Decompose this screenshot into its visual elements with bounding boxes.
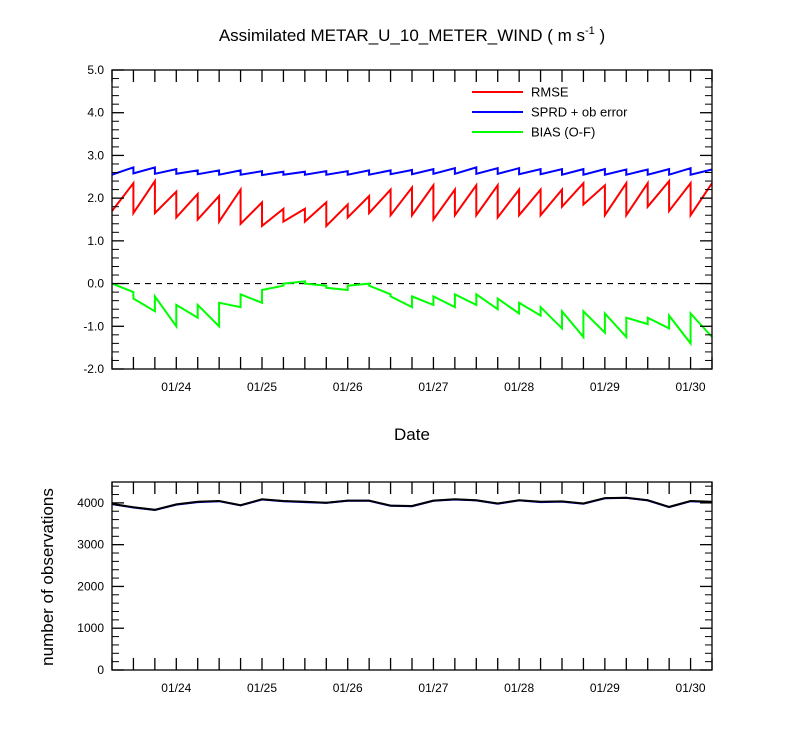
- y-tick-label: 2000: [77, 579, 104, 593]
- chart-title-suffix: ): [595, 26, 605, 45]
- x-tick-label: 01/28: [504, 681, 534, 695]
- plot-frame: [111, 481, 713, 671]
- x-tick-label: 01/25: [247, 681, 277, 695]
- x-tick-label: 01/28: [504, 380, 534, 394]
- bottom-plot: 01/24 01/25 01/26 01/27 01/28 01/29 01/30 0 1000…: [77, 481, 713, 695]
- x-tick-label: 01/30: [676, 380, 706, 394]
- series-line-sprd-ob-error: [111, 166, 713, 177]
- y-tick-label: 1000: [77, 621, 104, 635]
- series-line-observations-used: [111, 496, 713, 512]
- y-tick-label: 0: [97, 663, 104, 677]
- legend-label: SPRD + ob error: [531, 105, 628, 120]
- y-tick-label: 3000: [77, 538, 104, 552]
- y-tick-label: 5.0: [87, 63, 104, 77]
- series-line-observations-possible: [111, 496, 713, 511]
- y-tick-label: 0.0: [87, 277, 104, 291]
- x-tick-label: 01/30: [676, 681, 706, 695]
- y-tick-label: 1.0: [87, 234, 104, 248]
- y-tick-label: 2.0: [87, 191, 104, 205]
- x-tick-label: 01/24: [161, 380, 191, 394]
- legend-label: RMSE: [531, 85, 569, 100]
- series-line-bias-o-f: [111, 280, 713, 347]
- y-tick-label: -1.0: [83, 319, 104, 333]
- chart-title-main: Assimilated METAR_U_10_METER_WIND ( m s: [219, 26, 585, 45]
- y-tick-label: 3.0: [87, 148, 104, 162]
- x-tick-label: 01/29: [590, 380, 620, 394]
- legend-label: BIAS (O-F): [531, 125, 595, 140]
- y-tick-label: 4000: [77, 496, 104, 510]
- y-tick-label: 4.0: [87, 106, 104, 120]
- x-tick-label: 01/27: [418, 380, 448, 394]
- x-tick-label: 01/26: [333, 380, 363, 394]
- chart-title-superscript: -1: [585, 25, 595, 37]
- x-tick-label: 01/25: [247, 380, 277, 394]
- chart-title: Assimilated METAR_U_10_METER_WIND ( m s-…: [219, 25, 605, 45]
- x-tick-label: 01/24: [161, 681, 191, 695]
- y-tick-label: -2.0: [83, 362, 104, 376]
- series-line-rmse: [111, 177, 713, 229]
- y-axis-label-observations: number of observations: [38, 488, 57, 666]
- x-tick-label: 01/29: [590, 681, 620, 695]
- x-tick-label: 01/27: [418, 681, 448, 695]
- top-plot: 01/24 01/25 01/26 01/27 01/28 01/29 01/30 -2.0 -…: [83, 63, 713, 394]
- x-axis-label: Date: [394, 425, 430, 444]
- x-tick-label: 01/26: [333, 681, 363, 695]
